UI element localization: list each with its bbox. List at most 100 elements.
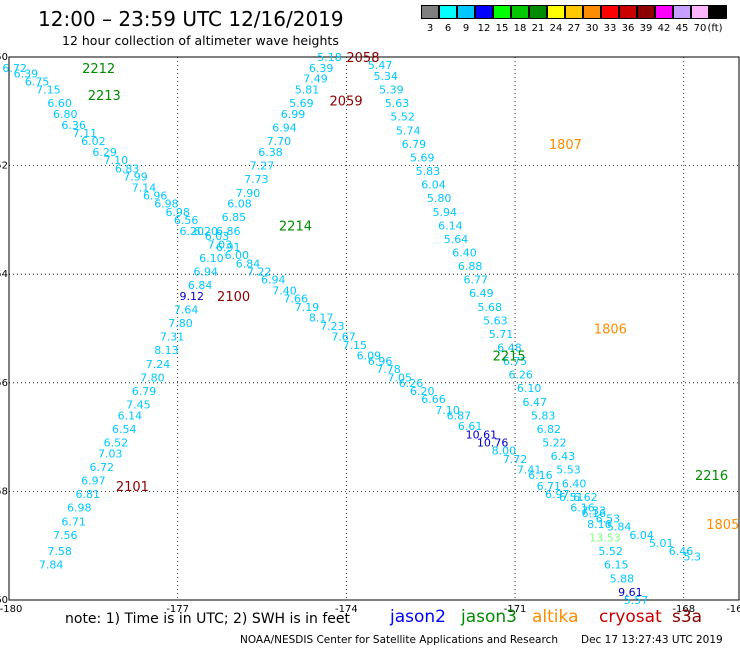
wave-height-value: 5.47: [368, 59, 393, 72]
satellite-label: jason2: [390, 607, 446, 627]
timestamp-text: Dec 17 13:27:43 UTC 2019: [581, 634, 723, 646]
wave-height-value: 6.26: [508, 369, 533, 382]
wave-height-value: 7.70: [267, 135, 292, 148]
y-tick-label: -50: [0, 52, 8, 63]
legend-swatch: [439, 5, 457, 19]
wave-height-value: 6.49: [469, 287, 494, 300]
pass-time-label: 1807: [549, 138, 582, 153]
wave-height-value: 6.54: [112, 423, 137, 436]
wave-height-value: 7.33: [582, 504, 607, 517]
legend-label: 36: [621, 23, 635, 34]
wave-height-value: 6.40: [562, 477, 587, 490]
y-tick-label: -60: [0, 595, 8, 606]
wave-height-value: 6.39: [14, 67, 39, 80]
legend-label: 42: [657, 23, 671, 34]
wave-height-value: 6.72: [2, 62, 27, 75]
wave-height-value: 5.69: [410, 151, 435, 164]
wave-height-value: 6.86: [216, 225, 241, 238]
wave-height-value: 6.47: [523, 396, 548, 409]
wave-height-value: 6.10: [517, 382, 542, 395]
legend-label: 30: [585, 23, 599, 34]
wave-height-value: 7.10: [435, 404, 460, 417]
x-tick-label: -16: [726, 604, 740, 615]
wave-height-value: 7.14: [132, 181, 157, 194]
wave-height-value: 7.58: [47, 545, 72, 558]
wave-height-value: 6.71: [61, 515, 86, 528]
pass-time-label: 2215: [493, 350, 526, 365]
wave-height-value: 6.56: [174, 214, 199, 227]
satellite-label: cryosat: [599, 607, 662, 627]
satellite-label: s3a: [672, 607, 703, 627]
wave-height-value: 9.61: [618, 586, 643, 599]
wave-height-value: 5.22: [542, 437, 567, 450]
wave-height-value: 6.60: [47, 97, 72, 110]
legend-swatch: [691, 5, 709, 19]
legend-swatch: [457, 5, 475, 19]
wave-height-value: 7.78: [376, 363, 401, 376]
wave-height-value: 7.84: [39, 559, 64, 572]
wave-height-value: 5.81: [295, 84, 320, 97]
wave-height-value: 7.99: [123, 170, 148, 183]
legend-label: 70: [693, 23, 707, 34]
legend-swatch: [673, 5, 691, 19]
wave-height-value: 7.03: [208, 238, 233, 251]
wave-height-value: 6.94: [272, 122, 297, 135]
legend-label: 6: [444, 23, 452, 34]
wave-height-value: 6.75: [25, 75, 50, 88]
pass-time-label: 2216: [695, 469, 728, 484]
satellite-label: altika: [532, 607, 579, 627]
legend-label: 21: [531, 23, 545, 34]
y-tick-label: -58: [0, 486, 8, 497]
legend-label: 15: [495, 23, 509, 34]
wave-height-value: 5.18: [317, 51, 342, 64]
x-tick-label: -180: [0, 604, 22, 615]
wave-height-value: 7.66: [284, 293, 309, 306]
wave-height-value: 7.31: [160, 331, 185, 344]
wave-height-value: 6.15: [604, 559, 629, 572]
wave-height-value: 6.98: [154, 198, 179, 211]
wave-height-value: 6.03: [205, 230, 230, 243]
wave-height-value: 5.94: [433, 206, 458, 219]
wave-height-value: 6.40: [452, 246, 477, 259]
wave-height-value: 6.97: [81, 475, 106, 488]
wave-height-value: 6.29: [92, 146, 117, 159]
pass-time-label: 2058: [346, 51, 379, 66]
wave-height-value: 6.02: [81, 135, 106, 148]
credit-text: NOAA/NESDIS Center for Satellite Applica…: [240, 634, 558, 646]
wave-height-value: 7.19: [295, 301, 320, 314]
wave-height-value: 5.01: [649, 537, 674, 550]
wave-height-value: 6.00: [224, 249, 249, 262]
wave-height-value: 6.94: [194, 265, 219, 278]
wave-height-value: 13.53: [589, 532, 621, 545]
wave-height-value: 5.64: [444, 233, 469, 246]
pass-time-label: 2100: [217, 290, 250, 305]
wave-height-value: 7.23: [320, 320, 345, 333]
wave-height-value: 6.36: [61, 119, 86, 132]
wave-height-value: 6.62: [573, 491, 598, 504]
legend-swatch: [619, 5, 637, 19]
wave-height-value: 5.74: [396, 124, 421, 137]
wave-height-value: 6.52: [104, 437, 129, 450]
wave-height-value: 6.98: [165, 206, 190, 219]
wave-height-value: 5.83: [416, 165, 441, 178]
legend-swatch: [709, 5, 727, 19]
wave-height-value: 6.48: [497, 342, 522, 355]
wave-height-value: 6.51: [559, 491, 584, 504]
wave-height-value: 5.84: [607, 521, 632, 534]
wave-height-value: 6.43: [551, 450, 576, 463]
legend-label: 9: [462, 23, 470, 34]
wave-height-value: 7.90: [236, 187, 261, 200]
wave-height-value: 7.67: [331, 331, 356, 344]
legend-label: 39: [639, 23, 653, 34]
wave-height-value: 7.15: [36, 84, 61, 97]
wave-height-value: 7.22: [247, 265, 272, 278]
wave-height-value: 6.08: [227, 198, 252, 211]
legend-swatch: [583, 5, 601, 19]
plot-frame: [8, 56, 740, 601]
wave-height-value: 6.20: [194, 225, 219, 238]
wave-height-value: 7.56: [53, 529, 78, 542]
wave-height-value: 7.40: [272, 284, 297, 297]
pass-time-label: 2059: [330, 94, 363, 109]
y-tick-label: -54: [0, 269, 8, 280]
